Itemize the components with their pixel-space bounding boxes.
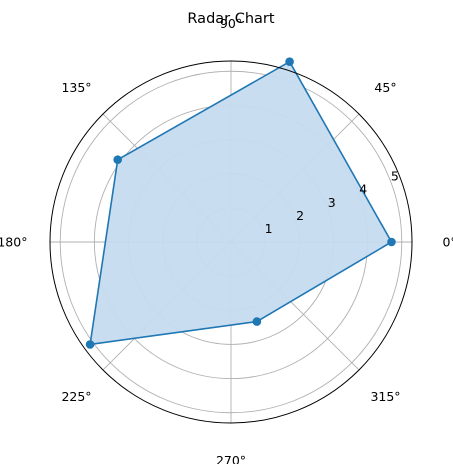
angular-tick-label: 270° (216, 453, 246, 464)
angular-tick-label: 180° (0, 235, 27, 250)
radial-tick-label: 1 (265, 221, 273, 236)
series-line (89, 60, 393, 346)
polar-spine (49, 60, 413, 424)
angular-tick-label: 45° (374, 80, 396, 95)
data-point-288 (252, 317, 262, 326)
angular-tick-label: 315° (370, 389, 400, 404)
series (85, 57, 396, 349)
angular-tick-label: 0° (442, 235, 453, 250)
data-point-144 (113, 155, 122, 164)
chart-title: Radar Chart (187, 11, 274, 27)
data-point-216 (85, 340, 95, 349)
radial-tick-label: 4 (359, 182, 367, 197)
radial-tick-label: 3 (328, 195, 336, 210)
radial-tick-label: 2 (296, 208, 304, 223)
angular-tick-label: 135° (61, 80, 91, 95)
data-point-0 (387, 237, 396, 247)
radial-tick-label: 5 (391, 169, 399, 184)
angular-tick-label: 225° (61, 389, 91, 404)
tick-labels: 0° 45° 90° 135° 180° 225° 270° 315° 1 2 3 4 5 (0, 16, 453, 464)
angular-tick-label: 90° (220, 16, 242, 31)
data-point-72 (285, 57, 294, 66)
series-fill (90, 61, 392, 345)
